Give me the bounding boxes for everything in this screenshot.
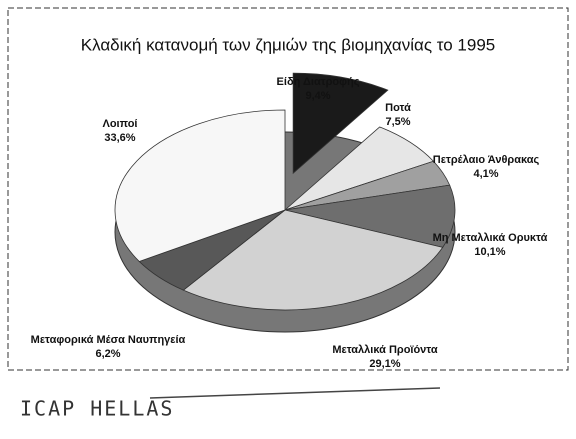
pie-slice xyxy=(114,109,286,262)
pie-slice xyxy=(292,72,389,175)
slice-value-label: 33,6% xyxy=(104,132,135,144)
chart-frame xyxy=(7,7,569,371)
pie-slice xyxy=(284,184,456,248)
pie-slice xyxy=(182,209,444,311)
slice-label: Μεταλλικά Προϊόντα xyxy=(332,344,438,356)
slice-value-label: 4,1% xyxy=(473,168,498,180)
slice-label: Μη Μεταλλικά Ορυκτά xyxy=(433,232,548,244)
slice-label: Είδη Διατροφής xyxy=(277,76,360,88)
chart-title: Κλαδική κατανομή των ζημιών της βιομηχαν… xyxy=(81,35,496,54)
slice-label: Πετρέλαιο Άνθρακας xyxy=(433,154,540,166)
slice-value-label: 10,1% xyxy=(474,246,505,258)
slice-label: Ποτά xyxy=(385,102,411,114)
slice-value-label: 6,2% xyxy=(95,348,120,360)
slice-value-label: 29,1% xyxy=(369,358,400,370)
slice-value-label: 9,4% xyxy=(305,90,330,102)
slice-value-label: 7,5% xyxy=(385,116,410,128)
slice-label: Μεταφορικά Μέσα Ναυπηγεία xyxy=(31,334,186,346)
source-underline xyxy=(149,387,441,399)
source: ICAP HELLAS xyxy=(20,397,174,421)
slice-label: Λοιποί xyxy=(102,118,137,130)
